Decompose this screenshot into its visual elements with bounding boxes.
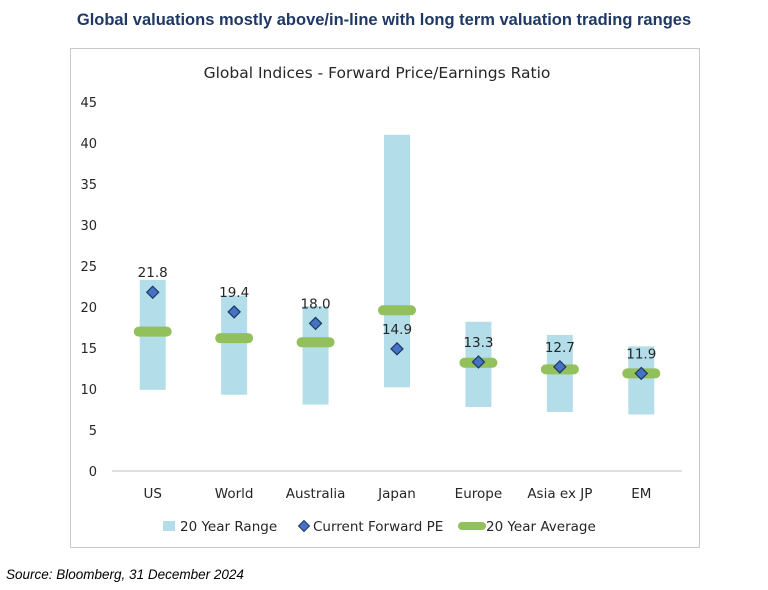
data-label: 11.9 — [626, 346, 656, 362]
current-pe-point — [227, 305, 241, 319]
y-tick-label: 45 — [80, 96, 97, 111]
current-pe-point — [553, 360, 567, 374]
data-label: 14.9 — [382, 322, 412, 338]
legend-current-swatch — [297, 519, 311, 533]
data-label: 18.0 — [301, 296, 331, 312]
y-tick-label: 30 — [80, 219, 97, 234]
y-tick-label: 5 — [89, 424, 97, 439]
y-tick-label: 25 — [80, 260, 97, 275]
legend-current-label: Current Forward PE — [313, 519, 443, 535]
data-label: 21.8 — [138, 265, 168, 281]
data-labels: 21.8 19.4 18.0 14.9 13.3 12.7 11.9 — [138, 265, 657, 362]
y-tick-label: 40 — [80, 137, 97, 152]
x-tick-label: Australia — [286, 486, 346, 502]
y-tick-label: 0 — [89, 465, 97, 480]
x-tick-label: EM — [631, 486, 651, 502]
y-tick-label: 15 — [80, 342, 97, 357]
x-tick-label: US — [143, 486, 161, 502]
current-pe-point — [145, 285, 160, 300]
y-tick-label: 20 — [80, 301, 97, 316]
legend: 20 Year Range Current Forward PE 20 Year A… — [163, 519, 596, 535]
current-pe-point — [390, 341, 404, 356]
range-bar — [628, 346, 655, 415]
current-pe-point — [308, 316, 323, 331]
y-tick-label: 10 — [80, 383, 97, 398]
data-label: 13.3 — [463, 335, 493, 351]
legend-range-swatch — [163, 521, 175, 531]
source-note: Source: Bloomberg, 31 December 2024 — [6, 567, 244, 582]
page-title: Global valuations mostly above/in-line w… — [76, 11, 692, 29]
chart-frame — [70, 48, 700, 548]
x-axis: US World Australia Japan Europe Asia ex JP EM — [112, 470, 682, 502]
current-pe-points — [145, 285, 649, 381]
current-pe-point — [634, 366, 649, 381]
legend-average-label: 20 Year Average — [486, 519, 596, 535]
x-tick-label: Asia ex JP — [527, 486, 592, 502]
x-tick-label: Japan — [377, 486, 416, 502]
legend-range-label: 20 Year Range — [180, 519, 277, 535]
x-tick-label: Europe — [455, 486, 502, 502]
data-label: 19.4 — [219, 285, 249, 301]
y-axis: 0 5 10 15 20 25 30 35 40 45 — [80, 96, 97, 480]
y-tick-label: 35 — [80, 178, 97, 193]
data-label: 12.7 — [545, 340, 575, 356]
current-pe-point — [471, 355, 486, 369]
x-tick-label: World — [215, 486, 254, 502]
chart-title: Global Indices - Forward Price/Earnings … — [204, 64, 551, 82]
